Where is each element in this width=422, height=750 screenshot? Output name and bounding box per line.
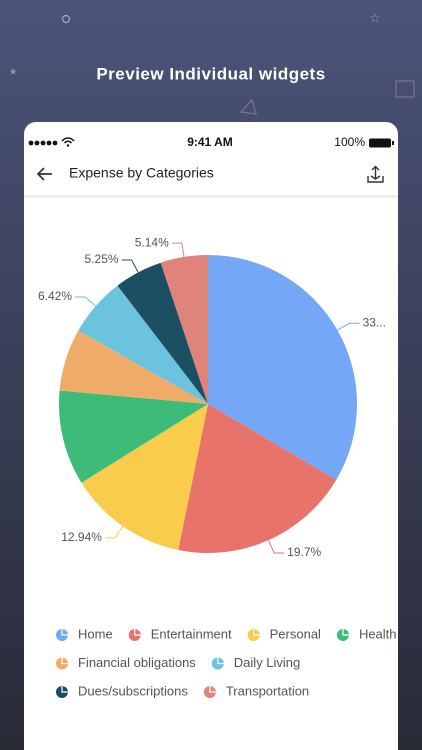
leader-line (121, 259, 139, 273)
data-label: 5.14% (135, 235, 169, 249)
battery-icon (369, 138, 391, 148)
divider (24, 195, 398, 198)
legend-swatch (217, 657, 224, 665)
banner-title: Preview Individual widgets (96, 64, 325, 83)
decor: ☆ (369, 10, 381, 25)
leader-line (337, 322, 360, 331)
status-time: 9:41 AM (187, 135, 233, 149)
data-label: 12.94% (61, 530, 102, 544)
data-label: 5.25% (85, 252, 119, 266)
share-button[interactable] (367, 165, 384, 183)
legend-label: Home (78, 626, 113, 641)
chart: 33... 19.7% 12.94% 6.42% 5.25% 5.14% Home Enter… (38, 235, 396, 698)
pie-slice (160, 255, 208, 404)
legend-label: Dues/subscriptions (78, 683, 188, 698)
pie-slice (59, 330, 208, 404)
legend-label: Health (359, 626, 397, 641)
header-title: Expense by Categories (69, 165, 214, 181)
decor (395, 80, 415, 98)
leader-line (171, 242, 185, 258)
legend-label: Entertainment (151, 626, 232, 641)
data-label: 33... (363, 315, 386, 329)
legend-swatch (209, 686, 216, 693)
status-battery: 100% (334, 135, 365, 149)
decor (61, 14, 71, 24)
data-label: 19.7% (287, 545, 321, 559)
legend-swatch (342, 629, 349, 636)
pie-slice (117, 262, 208, 404)
data-label: 6.42% (38, 289, 72, 303)
decor: ★ (9, 66, 17, 76)
legend-swatch (253, 629, 260, 636)
legend-label: Transportation (226, 683, 309, 698)
pie-slice (81, 404, 208, 550)
legend-label: Daily Living (234, 655, 300, 670)
leader-line (75, 296, 96, 307)
wifi-icon (61, 137, 75, 144)
legend-swatch (61, 686, 68, 693)
legend-label: Personal (270, 626, 321, 641)
legend-swatch (61, 657, 68, 665)
pie-slice (208, 255, 357, 480)
pie-slice (178, 404, 337, 553)
back-button[interactable] (36, 167, 52, 181)
decor (239, 98, 257, 115)
legend-label: Financial obligations (78, 655, 196, 670)
legend-swatch (61, 629, 68, 636)
signal (28, 140, 58, 146)
leader-line (104, 526, 124, 539)
phone: 9:41 AM 100% Expense by Categories 33...… (24, 122, 398, 750)
battery-icon (392, 141, 394, 145)
pie-slice (78, 285, 209, 404)
wifi-icon (66, 144, 70, 147)
legend-swatch (134, 629, 141, 636)
leader-line (268, 539, 285, 554)
pie-slice (58, 390, 208, 483)
